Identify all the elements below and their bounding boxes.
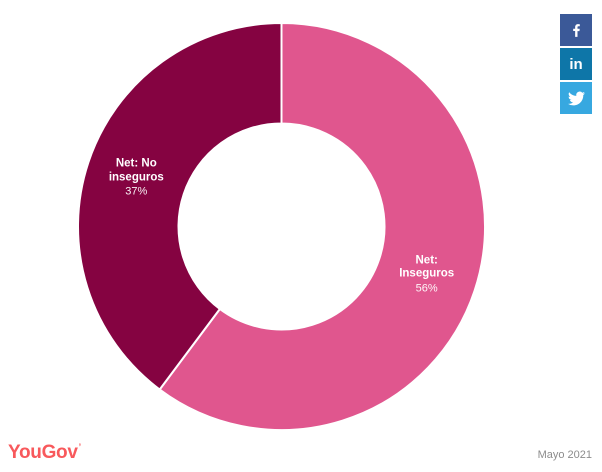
- donut-slice-1[interactable]: [77, 22, 283, 391]
- linkedin-share-button[interactable]: in: [560, 48, 592, 80]
- facebook-icon: [572, 23, 580, 37]
- social-share-bar: in: [560, 14, 592, 114]
- donut-slice-0[interactable]: [158, 22, 487, 431]
- facebook-share-button[interactable]: [560, 14, 592, 46]
- twitter-icon: [567, 91, 585, 105]
- twitter-share-button[interactable]: [560, 82, 592, 114]
- yougov-logo-text: YouGov: [8, 442, 78, 463]
- yougov-logo: YouGov’: [8, 442, 81, 464]
- linkedin-icon: in: [569, 55, 583, 73]
- date-label: Mayo 2021: [537, 449, 592, 461]
- yougov-logo-accent: ’: [78, 442, 82, 452]
